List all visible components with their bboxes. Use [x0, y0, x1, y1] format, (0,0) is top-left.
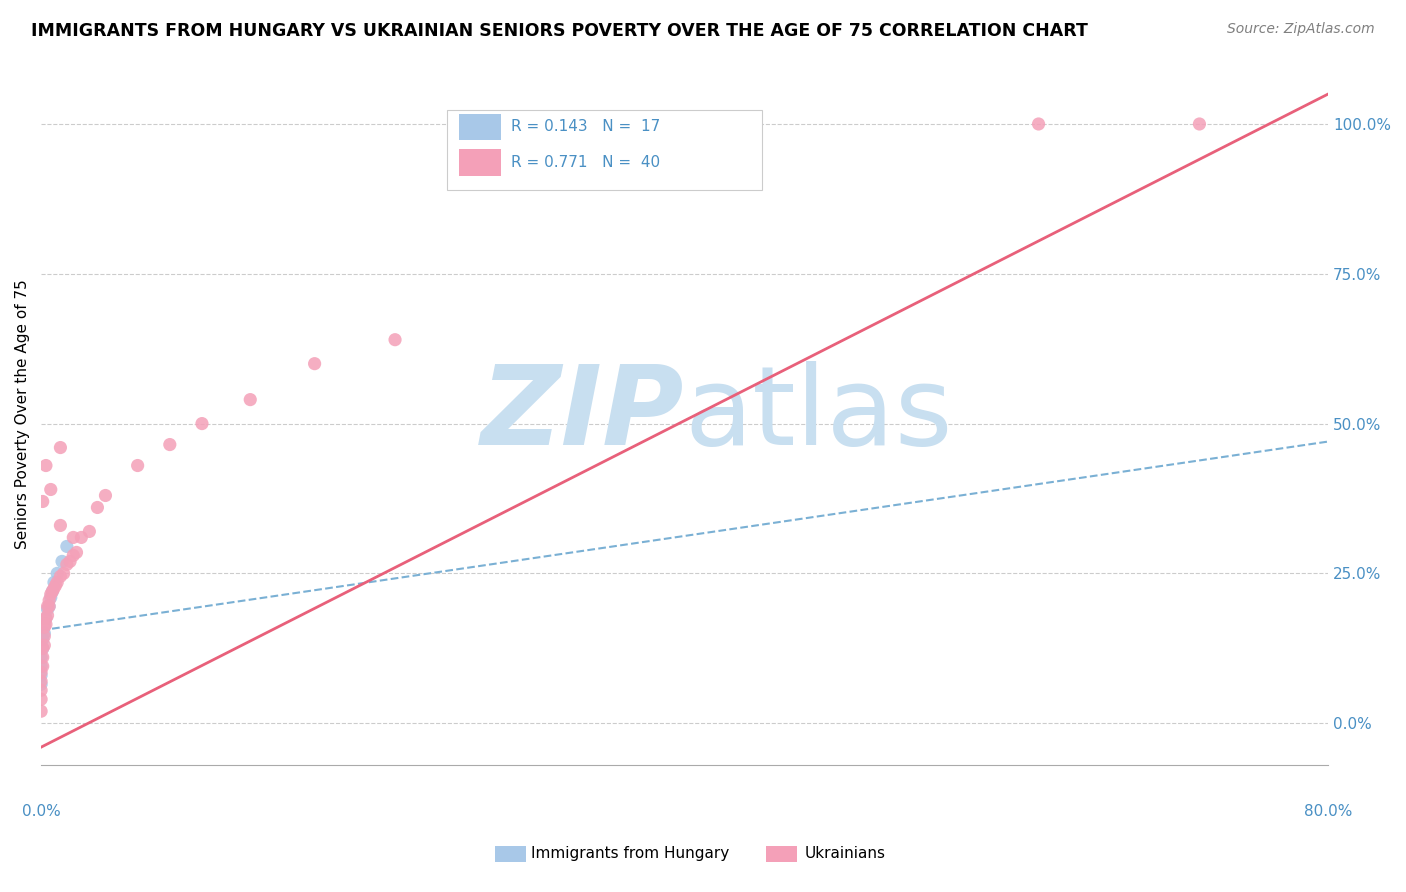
Point — [34, 626, 56, 640]
Point — [39, 591, 62, 605]
Point — [56, 558, 79, 572]
Point — [34, 617, 56, 632]
Point — [38, 599, 60, 614]
Text: 0.0%: 0.0% — [21, 804, 60, 819]
Point — [384, 333, 406, 347]
Point — [31, 641, 53, 656]
Bar — [460, 149, 501, 176]
Point — [65, 545, 87, 559]
Point — [31, 494, 53, 508]
Point — [159, 437, 181, 451]
Point — [30, 677, 52, 691]
Point — [127, 458, 149, 473]
Point — [191, 417, 214, 431]
Point — [42, 575, 65, 590]
Point — [1188, 117, 1211, 131]
Point — [46, 566, 69, 581]
Point — [49, 441, 72, 455]
Point — [30, 665, 52, 680]
Point — [39, 483, 62, 497]
Point — [45, 578, 67, 592]
Point — [30, 704, 52, 718]
Point — [39, 587, 62, 601]
Y-axis label: Seniors Poverty Over the Age of 75: Seniors Poverty Over the Age of 75 — [15, 280, 30, 549]
Point — [70, 531, 93, 545]
Point — [30, 674, 52, 689]
Point — [31, 650, 53, 665]
Point — [30, 692, 52, 706]
Point — [56, 540, 79, 554]
Point — [49, 569, 72, 583]
Point — [46, 575, 69, 590]
Point — [49, 518, 72, 533]
Point — [38, 599, 60, 614]
Bar — [460, 113, 501, 140]
Point — [30, 668, 52, 682]
Point — [34, 629, 56, 643]
Point — [51, 554, 73, 568]
Point — [37, 608, 59, 623]
Point — [79, 524, 101, 539]
Point — [41, 584, 63, 599]
Point — [37, 602, 59, 616]
Text: ZIP: ZIP — [481, 361, 685, 468]
Text: IMMIGRANTS FROM HUNGARY VS UKRAINIAN SENIORS POVERTY OVER THE AGE OF 75 CORRELAT: IMMIGRANTS FROM HUNGARY VS UKRAINIAN SEN… — [31, 22, 1088, 40]
Text: atlas: atlas — [685, 361, 953, 468]
Point — [52, 566, 75, 581]
Point — [31, 632, 53, 647]
Point — [42, 582, 65, 596]
Text: 80.0%: 80.0% — [1303, 804, 1353, 819]
Point — [94, 488, 117, 502]
Point — [1028, 117, 1050, 131]
Bar — [447, 110, 762, 190]
Point — [34, 638, 56, 652]
Point — [62, 549, 84, 563]
Point — [35, 611, 58, 625]
Point — [38, 593, 60, 607]
Point — [31, 659, 53, 673]
Point — [35, 458, 58, 473]
Point — [35, 611, 58, 625]
Text: Immigrants from Hungary: Immigrants from Hungary — [531, 847, 730, 861]
Point — [34, 620, 56, 634]
Text: Ukrainians: Ukrainians — [804, 847, 886, 861]
Text: R = 0.143   N =  17: R = 0.143 N = 17 — [510, 120, 661, 135]
Point — [86, 500, 108, 515]
Point — [30, 659, 52, 673]
Text: Source: ZipAtlas.com: Source: ZipAtlas.com — [1227, 22, 1375, 37]
Point — [30, 683, 52, 698]
Point — [59, 554, 82, 568]
Text: R = 0.771   N =  40: R = 0.771 N = 40 — [510, 155, 659, 169]
Point — [31, 641, 53, 656]
Point — [37, 599, 59, 614]
Point — [35, 617, 58, 632]
Point — [62, 531, 84, 545]
Point — [41, 584, 63, 599]
Point — [304, 357, 326, 371]
Point — [239, 392, 262, 407]
Point — [30, 650, 52, 665]
